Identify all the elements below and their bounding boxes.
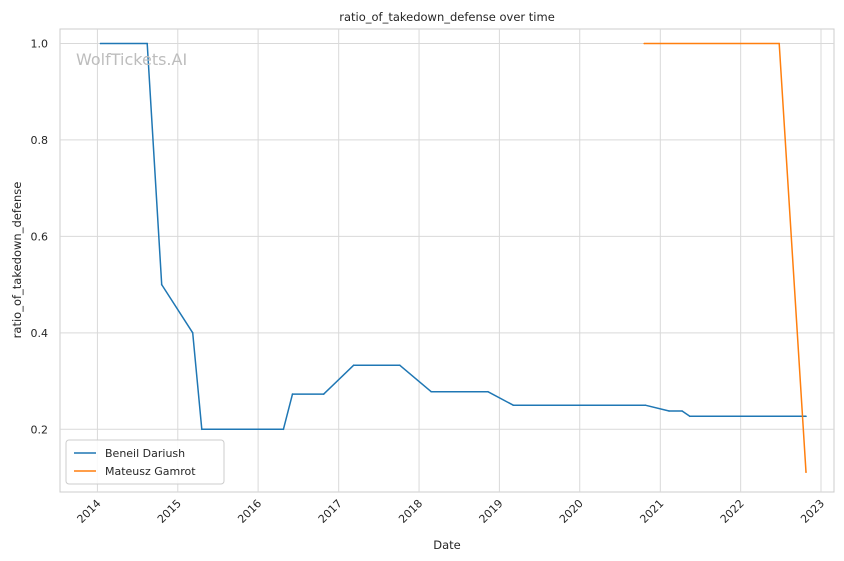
- data-point-beneil-dariush: [430, 390, 433, 393]
- legend-label-beneil-dariush: Beneil Dariush: [105, 447, 185, 460]
- data-point-beneil-dariush: [201, 428, 203, 431]
- data-point-mateusz-gamrot: [778, 42, 780, 45]
- chart-title: ratio_of_takedown_defense over time: [339, 10, 555, 24]
- y-tick-label: 0.4: [31, 327, 49, 340]
- data-point-beneil-dariush: [644, 404, 647, 407]
- data-point-beneil-dariush: [322, 393, 325, 395]
- y-axis-title: ratio_of_takedown_defense: [10, 182, 24, 339]
- series-line-beneil-dariush: [100, 42, 806, 431]
- data-point-mateusz-gamrot: [805, 471, 807, 474]
- x-tick-label: 2018: [396, 497, 425, 526]
- x-tick-label: 2022: [718, 497, 747, 526]
- data-point-beneil-dariush: [291, 393, 294, 395]
- plot-area: [59, 28, 835, 493]
- series-layer: [99, 42, 807, 474]
- data-point-beneil-dariush: [99, 42, 102, 45]
- data-point-beneil-dariush: [805, 415, 807, 418]
- y-tick-label: 0.2: [31, 423, 49, 436]
- grid: [60, 29, 834, 492]
- watermark: WolfTickets.AI: [76, 50, 187, 69]
- data-point-beneil-dariush: [191, 332, 194, 334]
- legend-box: [65, 439, 225, 485]
- data-point-mateusz-gamrot: [643, 42, 645, 45]
- legend-label-mateusz-gamrot: Mateusz Gamrot: [105, 465, 196, 478]
- legend: Beneil Dariush Mateusz Gamrot: [65, 439, 225, 485]
- x-tick-label: 2015: [155, 497, 184, 526]
- y-tick-label: 1.0: [31, 37, 49, 50]
- data-point-beneil-dariush: [146, 42, 148, 45]
- x-tick-label: 2021: [637, 497, 666, 526]
- y-tick-label: 0.6: [31, 230, 49, 243]
- data-point-beneil-dariush: [487, 390, 489, 393]
- x-tick-label: 2014: [75, 497, 104, 526]
- x-tick-label: 2016: [235, 497, 264, 526]
- x-axis-title: Date: [433, 538, 461, 552]
- x-tick-label: 2023: [798, 497, 827, 526]
- data-point-beneil-dariush: [689, 415, 691, 418]
- x-tick-label: 2019: [477, 497, 506, 526]
- y-tick-label: 0.8: [31, 134, 49, 147]
- data-point-beneil-dariush: [512, 404, 515, 407]
- data-point-beneil-dariush: [160, 283, 163, 286]
- x-tick-label: 2020: [557, 497, 586, 526]
- x-tick-label: 2017: [316, 497, 345, 526]
- data-point-beneil-dariush: [681, 410, 683, 412]
- data-point-beneil-dariush: [282, 428, 285, 431]
- data-point-beneil-dariush: [668, 410, 670, 412]
- data-point-beneil-dariush: [398, 364, 401, 367]
- data-point-beneil-dariush: [352, 364, 355, 367]
